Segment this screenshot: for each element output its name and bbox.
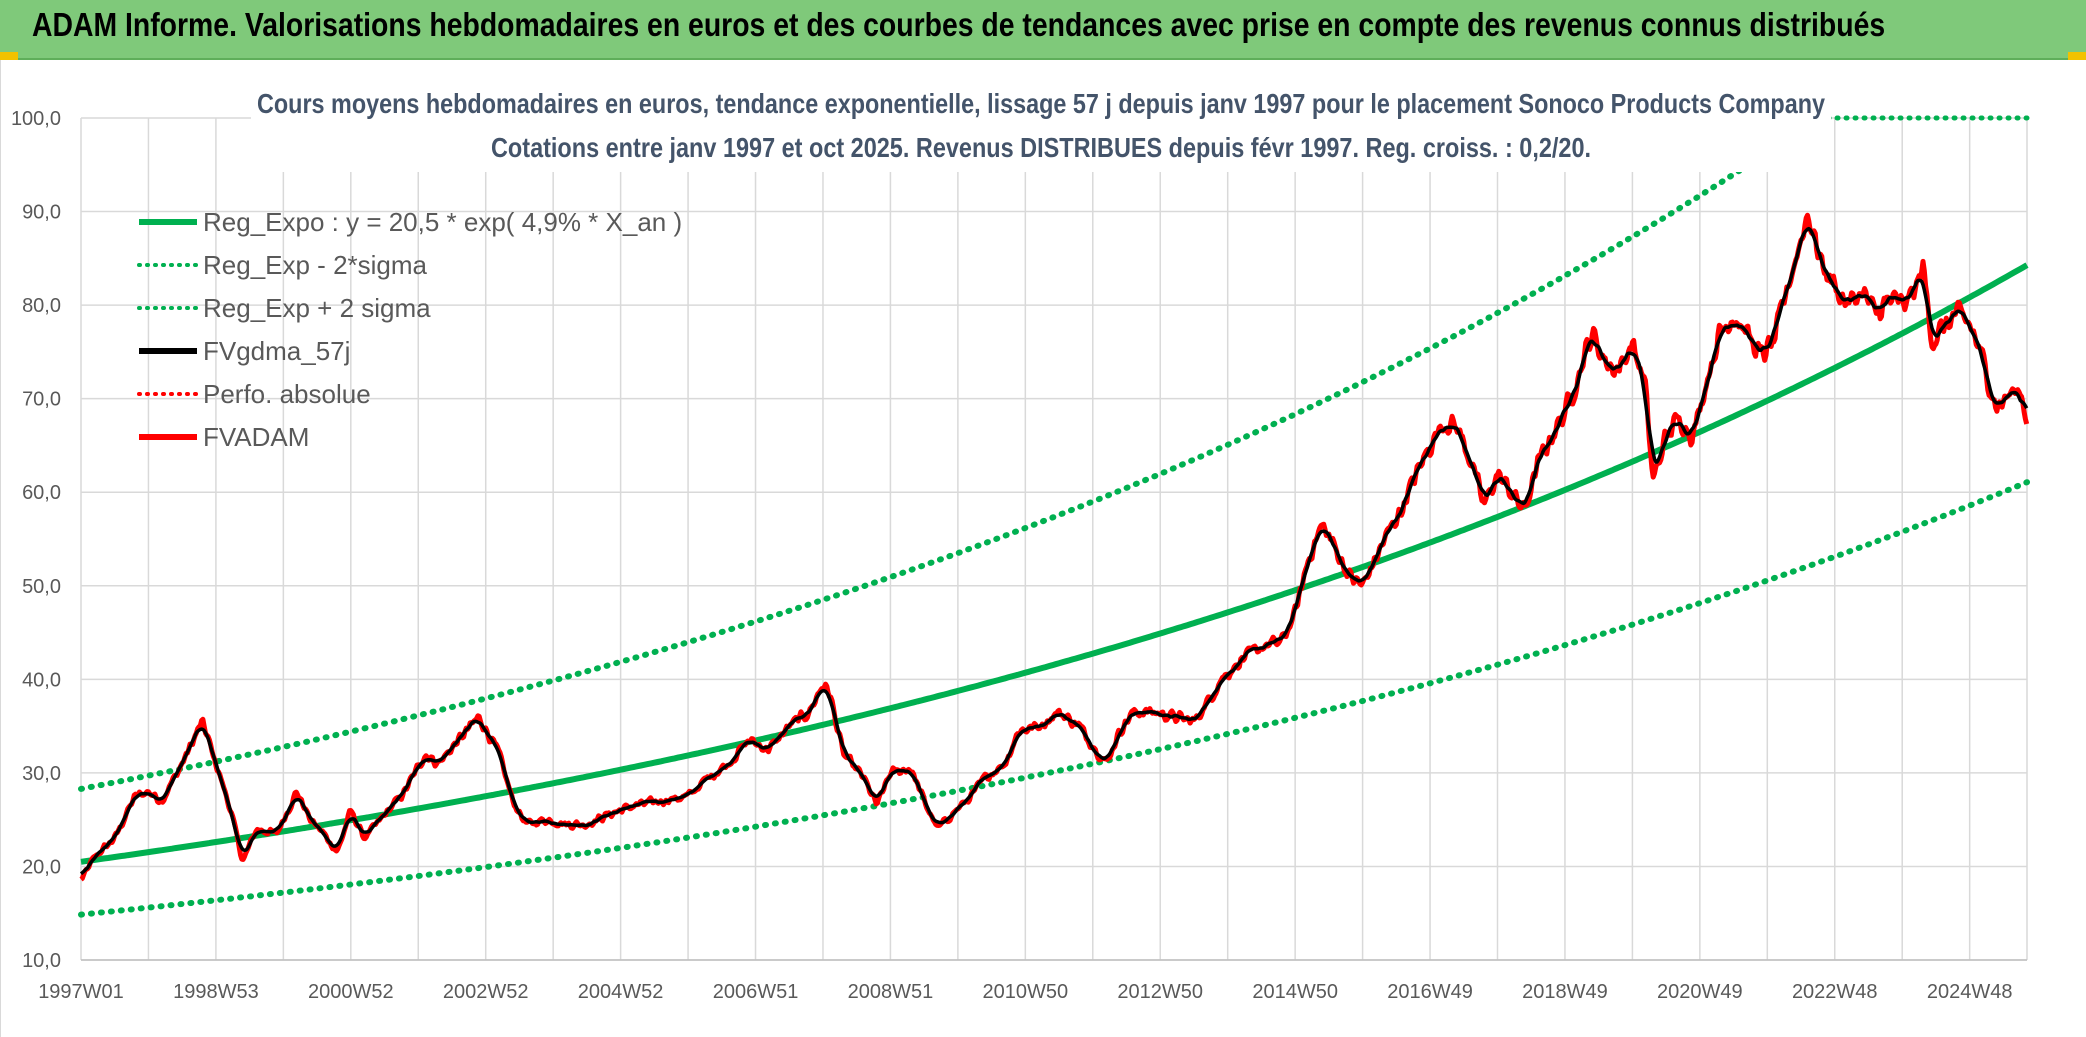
y-tick-label: 50,0 xyxy=(22,576,61,598)
x-tick-label: 2016W49 xyxy=(1387,981,1473,1003)
title-background xyxy=(251,82,1831,172)
y-tick-label: 20,0 xyxy=(22,856,61,878)
x-tick-label: 1997W01 xyxy=(38,981,124,1003)
chart-area: 10,0 20,0 30,0 40,0 50,0 60,0 70,0 80,0 90,0 100,… xyxy=(0,60,2086,1037)
line-chart: 10,0 20,0 30,0 40,0 50,0 60,0 70,0 80,0 90,0 100,… xyxy=(11,82,2030,1003)
y-axis-ticks: 10,0 20,0 30,0 40,0 50,0 60,0 70,0 80,0 90,0 100,… xyxy=(11,108,61,972)
legend-label: Reg_Exp - 2*sigma xyxy=(203,250,428,280)
header-corner-right xyxy=(2068,52,2086,60)
x-tick-label: 2022W48 xyxy=(1792,981,1878,1003)
x-tick-label: 2006W51 xyxy=(713,981,799,1003)
legend-label: Reg_Exp + 2 sigma xyxy=(203,293,431,323)
legend-label: Perfo. absolue xyxy=(203,379,371,409)
x-tick-label: 2014W50 xyxy=(1252,981,1338,1003)
series-lines xyxy=(78,115,2030,918)
x-tick-label: 2008W51 xyxy=(848,981,934,1003)
y-tick-label: 90,0 xyxy=(22,202,61,224)
legend-label: FVADAM xyxy=(203,422,309,452)
x-tick-label: 2002W52 xyxy=(443,981,529,1003)
x-tick-label: 2018W49 xyxy=(1522,981,1608,1003)
chart-title: Cours moyens hebdomadaires en euros, ten… xyxy=(257,88,1825,119)
report-title: ADAM Informe. Valorisations hebdomadaire… xyxy=(32,6,1886,43)
y-tick-label: 30,0 xyxy=(22,763,61,785)
y-tick-label: 40,0 xyxy=(22,669,61,691)
legend-label: Reg_Expo : y = 20,5 * exp( 4,9% * X_an ) xyxy=(203,207,682,237)
legend-label: FVgdma_57j xyxy=(203,336,350,366)
x-tick-label: 1998W53 xyxy=(173,981,259,1003)
chart-subtitle: Cotations entre janv 1997 et oct 2025. R… xyxy=(491,132,1591,163)
y-tick-label: 70,0 xyxy=(22,389,61,411)
moving-average-line xyxy=(79,226,2029,876)
report-header: ADAM Informe. Valorisations hebdomadaire… xyxy=(0,0,2086,60)
y-tick-label: 80,0 xyxy=(22,295,61,317)
x-tick-label: 2010W50 xyxy=(983,981,1069,1003)
gridlines xyxy=(80,117,2028,961)
lower-band-line xyxy=(78,479,2030,918)
x-tick-label: 2000W52 xyxy=(308,981,394,1003)
x-tick-label: 2004W52 xyxy=(578,981,664,1003)
x-tick-label: 2012W50 xyxy=(1117,981,1203,1003)
y-tick-label: 100,0 xyxy=(11,108,61,130)
legend: Reg_Expo : y = 20,5 * exp( 4,9% * X_an )… xyxy=(137,207,682,452)
y-tick-label: 10,0 xyxy=(22,950,61,972)
x-tick-label: 2024W48 xyxy=(1927,981,2013,1003)
upper-band-line xyxy=(78,115,1821,792)
x-tick-label: 2020W49 xyxy=(1657,981,1743,1003)
trend-line xyxy=(80,262,2029,865)
x-axis-ticks: 1997W01 1998W53 2000W52 2002W52 2004W52 2006W… xyxy=(38,981,2012,1003)
header-corner-left xyxy=(0,52,18,60)
y-tick-label: 60,0 xyxy=(22,482,61,504)
